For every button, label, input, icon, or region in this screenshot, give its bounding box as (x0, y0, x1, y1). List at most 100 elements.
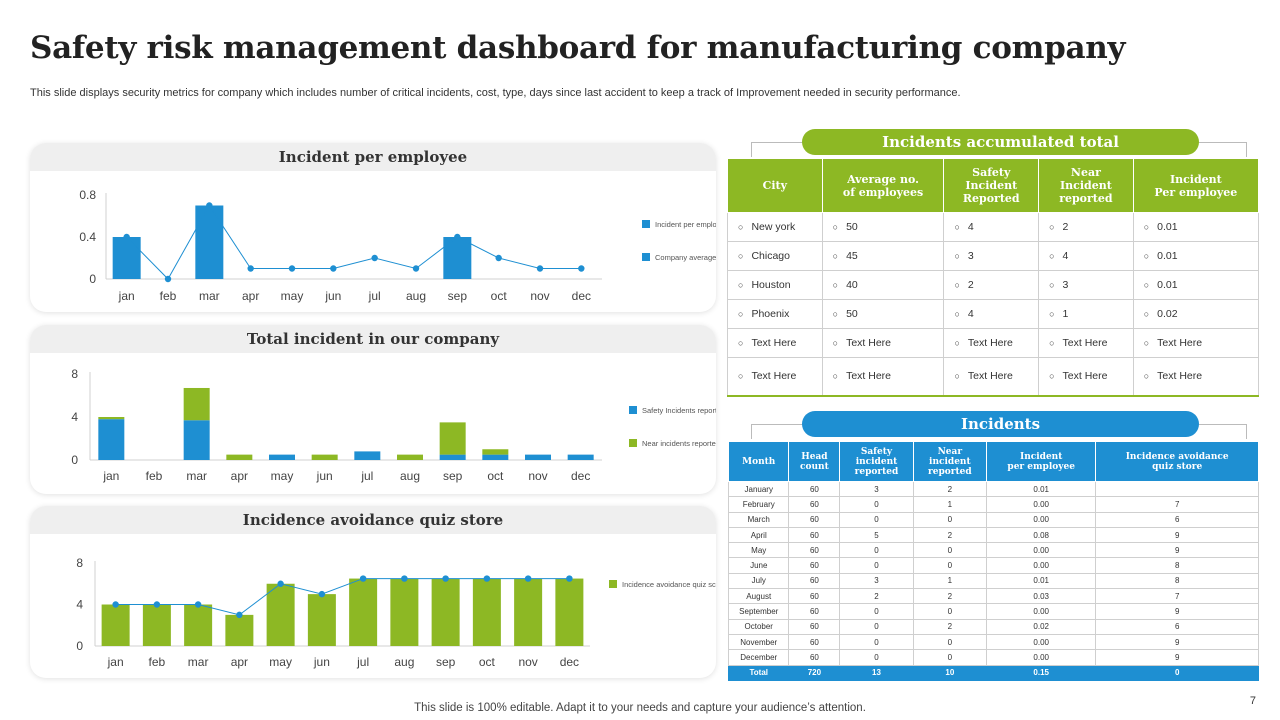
table-header-cell: Incident per employee (986, 441, 1097, 482)
bullet-icon: ○ (1049, 309, 1055, 319)
bar (98, 417, 125, 420)
chart-panel-quiz-store: Incidence avoidance quiz store 0 4 8 jan feb… (30, 506, 716, 678)
line-point (288, 265, 296, 272)
table-cell: ○ Text Here (1038, 357, 1134, 397)
table-cell: 0.00 (986, 633, 1097, 651)
table-cell: ○ 0.01 (1132, 212, 1260, 242)
table-cell: 0 (839, 542, 914, 559)
x-tick-label: sep (436, 655, 456, 669)
table-cell: 0 (839, 603, 914, 620)
bar (307, 594, 336, 646)
table-cell: ○ Text Here (821, 357, 945, 397)
table-cell: 9 (1095, 526, 1259, 544)
bar (567, 454, 594, 460)
incidents-accumulated-table: City Average no. of employees Safety Inciden… (727, 158, 1260, 397)
line-point (236, 611, 243, 619)
table-cell: 0.00 (986, 511, 1097, 528)
y-tick-label: 8 (76, 556, 83, 570)
line-point (194, 601, 202, 608)
table-cell: ○ Chicago (727, 241, 823, 271)
table-cell: 9 (1095, 603, 1259, 620)
table-cell: ○ Text Here (727, 357, 823, 397)
bullet-icon: ○ (738, 280, 744, 290)
table-cell: August (727, 588, 790, 605)
bar (431, 578, 460, 646)
table-row: ○ New york ○ 50 ○ 4 ○ 2 ○ 0.01 (727, 212, 1260, 242)
table-cell: May (727, 542, 790, 559)
legend-swatch (629, 406, 637, 414)
table-cell: 0.03 (986, 588, 1097, 605)
x-tick-label: sep (443, 469, 463, 483)
x-tick-label: feb (149, 655, 166, 669)
table-row: May 60 0 0 0.00 9 (727, 542, 1259, 559)
table-row: February 60 0 1 0.00 7 (727, 496, 1259, 513)
x-tick-label: dec (572, 289, 591, 303)
table-cell: 0 (912, 542, 988, 559)
table-cell: 0.00 (986, 649, 1097, 666)
table-cell: 0 (839, 649, 914, 666)
table-cell: ○ 3 (1038, 270, 1134, 300)
legend-swatch (642, 253, 650, 261)
table-cell: 2 (912, 618, 988, 635)
table-cell: 2 (912, 480, 988, 498)
line-point (112, 601, 119, 608)
bullet-icon: ○ (1049, 222, 1055, 232)
series-line (115, 578, 570, 616)
x-tick-label: dec (571, 469, 590, 483)
bullet-icon: ○ (954, 251, 960, 261)
y-tick-label: 0 (89, 272, 96, 286)
bar (225, 614, 254, 646)
table-cell: 13 (839, 664, 914, 681)
table-cell: 7 (1095, 496, 1259, 513)
quiz-store-chart: 0 4 8 jan feb mar apr may jun jul aug sep oct nov dec I… (76, 556, 716, 669)
table-cell: ○ 2 (943, 270, 1040, 300)
bullet-icon: ○ (1143, 251, 1150, 261)
x-tick-label: jun (324, 289, 341, 303)
line-point (277, 580, 284, 587)
table-cell: ○ Text Here (943, 357, 1040, 397)
table-cell: 0 (839, 511, 914, 528)
x-tick-label: oct (491, 289, 508, 303)
table-cell: 60 (788, 480, 841, 498)
line-point (153, 601, 161, 608)
table-cell: 60 (788, 618, 841, 635)
table-cell: 2 (839, 588, 914, 605)
bullet-icon: ○ (738, 309, 744, 319)
series-line (126, 204, 582, 280)
x-tick-label: apr (231, 655, 248, 669)
bullet-icon: ○ (832, 251, 839, 261)
line-point (247, 265, 254, 272)
table-cell: 60 (788, 633, 841, 651)
footer-note: This slide is 100% editable. Adapt it to… (414, 702, 866, 714)
table-cell: 8 (1095, 572, 1259, 590)
x-tick-label: apr (231, 469, 248, 483)
table-cell: ○ Text Here (727, 328, 823, 358)
line-point (123, 233, 130, 241)
table-cell: March (727, 511, 790, 528)
table-cell: 60 (788, 588, 841, 605)
table-header-cell: Safety Incident Reported (943, 158, 1040, 213)
x-tick-label: jun (313, 655, 330, 669)
bullet-icon: ○ (738, 251, 744, 261)
table-cell: 8 (1095, 557, 1259, 574)
table-cell: October (727, 618, 790, 635)
table-cell: 0 (839, 496, 914, 513)
incident-per-employee-chart: 0 0.4 0.8 jan feb mar apr may jun jul aug sep oct nov… (79, 188, 716, 303)
table-row: January 60 3 2 0.01 (727, 480, 1259, 498)
table-row: ○ Chicago ○ 45 ○ 3 ○ 4 ○ 0.01 (727, 241, 1260, 271)
table-cell: 0 (839, 618, 914, 635)
table-cell: 60 (788, 649, 841, 666)
y-tick-label: 0.8 (79, 188, 96, 202)
line-point (536, 265, 544, 272)
table-header-cell: Safety incident reported (839, 441, 914, 482)
table-row: ○ Text Here ○ Text Here ○ Text Here ○ Text Here… (727, 328, 1260, 358)
table-cell: 0 (912, 603, 988, 620)
table-cell: 60 (788, 542, 841, 559)
table-row: September 60 0 0 0.00 9 (727, 603, 1259, 620)
page-number: 7 (1249, 695, 1256, 707)
bullet-icon: ○ (832, 338, 839, 348)
line-point (318, 590, 326, 598)
table-cell: 0 (912, 649, 988, 666)
table-header-cell: Near incident reported (912, 441, 988, 482)
bullet-icon: ○ (1143, 280, 1150, 290)
